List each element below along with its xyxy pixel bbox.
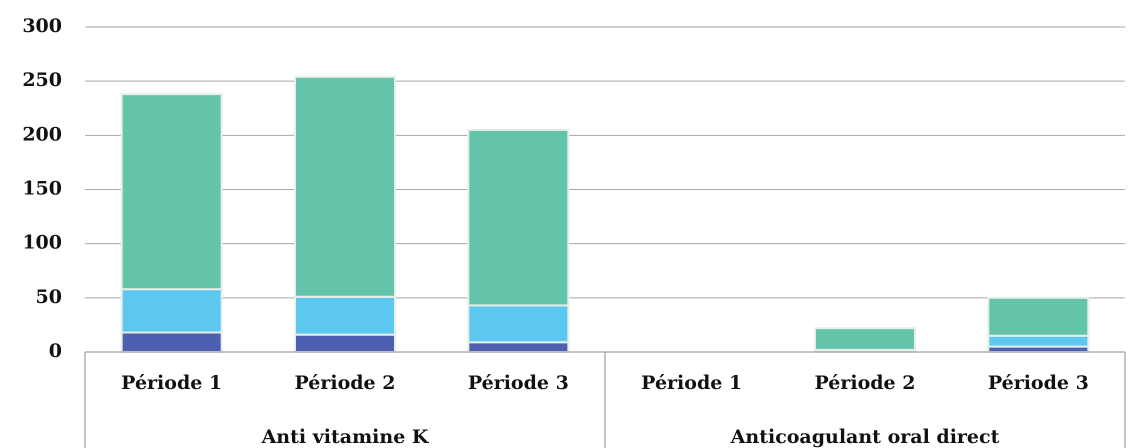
y-tick-label: 100 [22,232,62,254]
group-label: Anti vitamine K [261,426,430,448]
bar-segment [120,288,223,334]
x-tick-label: Période 3 [468,372,569,394]
bar-segment [814,327,916,351]
bar-segment [467,341,570,353]
bar-segment [294,295,396,336]
bar-segment [987,334,1090,348]
bar-segment [987,296,1090,337]
y-tick-label: 0 [49,340,62,362]
bar-segment [120,93,223,291]
y-tick-label: 200 [22,123,62,145]
bar-segment [120,331,223,353]
y-tick-label: 300 [22,15,62,37]
x-tick-label: Période 1 [121,372,222,394]
bar-segment [294,75,396,298]
x-tick-label: Période 1 [641,372,742,394]
x-tick-label: Période 2 [295,372,396,394]
group-label: Anticoagulant oral direct [730,426,1000,448]
y-tick-label: 250 [22,69,62,91]
x-tick-label: Période 3 [988,372,1089,394]
bar-segment [294,333,396,353]
bar-segment [467,128,570,307]
y-tick-label: 150 [22,178,62,200]
y-tick-label: 50 [36,286,62,308]
x-tick-label: Période 2 [815,372,916,394]
bar-segment [467,304,570,344]
